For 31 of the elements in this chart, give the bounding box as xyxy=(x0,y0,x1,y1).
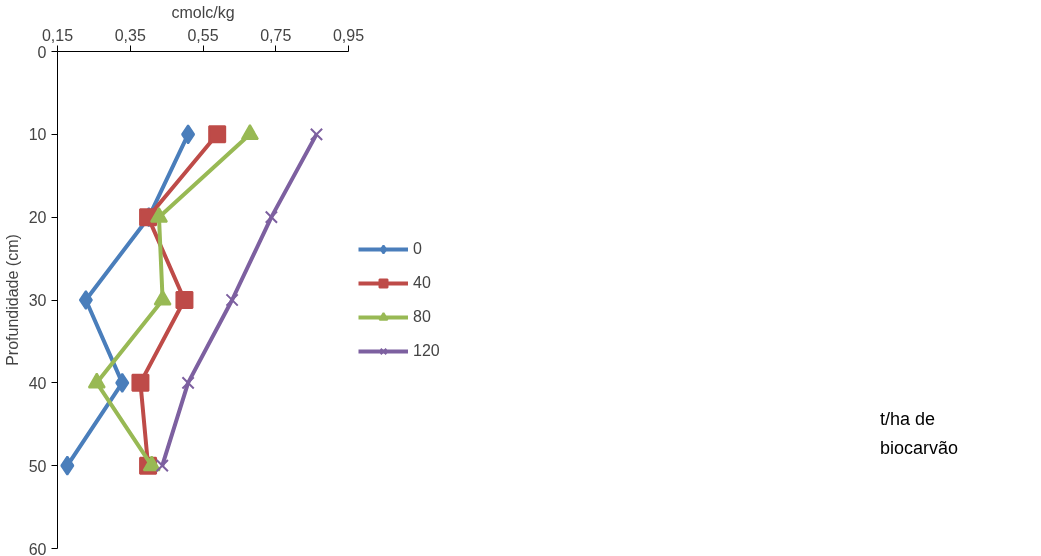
y-tick-label: 60 xyxy=(28,540,47,556)
legend-label: 120 xyxy=(413,341,440,360)
point xyxy=(78,290,93,310)
point xyxy=(309,127,324,141)
legend-label: 0 xyxy=(413,239,423,258)
point xyxy=(115,372,130,393)
point xyxy=(155,459,169,473)
point xyxy=(181,376,195,390)
y-tick-label: 20 xyxy=(28,209,47,227)
y-tick-label: 50 xyxy=(28,457,47,475)
point xyxy=(131,373,150,392)
point xyxy=(225,293,239,307)
point xyxy=(264,210,279,224)
point xyxy=(175,291,194,309)
point xyxy=(60,455,75,476)
y-tick-label: 0 xyxy=(37,43,47,61)
x-tick-label: 0,35 xyxy=(114,26,146,44)
y-tick-label: 10 xyxy=(28,126,47,144)
x-tick-label: 0,15 xyxy=(41,26,74,44)
legend-label: 80 xyxy=(413,307,432,326)
text: t/ha de biocarvão xyxy=(880,408,960,460)
x-axis-title: cmolc/kg xyxy=(171,3,235,21)
x-tick-label: 0,75 xyxy=(260,26,292,44)
point xyxy=(208,125,227,144)
x-tick-label: 0,95 xyxy=(332,26,365,44)
y-tick-label: 30 xyxy=(28,292,47,309)
point xyxy=(181,124,196,145)
y-axis-title: Profundidade (cm) xyxy=(3,234,21,366)
legend-label: 40 xyxy=(413,273,432,292)
x-tick-label: 0,55 xyxy=(187,26,219,44)
y-tick-label: 40 xyxy=(28,374,47,392)
